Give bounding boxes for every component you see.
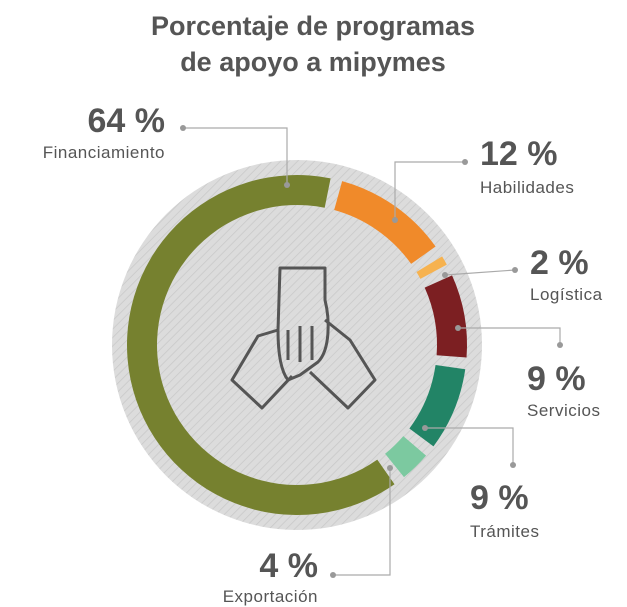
leader-dot — [455, 325, 461, 331]
category-label: Servicios — [527, 401, 600, 420]
leader-dot — [442, 272, 448, 278]
leader-dot — [392, 217, 398, 223]
leader-line — [333, 468, 391, 576]
leader-dot — [330, 572, 336, 578]
value-label: 9 % — [527, 360, 586, 398]
leader-dot — [512, 267, 518, 273]
leader-line — [425, 427, 514, 465]
leader-dot — [284, 182, 290, 188]
chart-title: Porcentaje de programas de apoyo a mipym… — [150, 11, 476, 77]
category-label: Habilidades — [480, 178, 574, 197]
value-label: 64 % — [88, 102, 166, 140]
leader-dot — [422, 425, 428, 431]
donut-segment — [385, 436, 427, 478]
background-circle — [112, 160, 482, 530]
value-label: 12 % — [480, 135, 558, 173]
category-label: Financiamiento — [43, 143, 165, 162]
category-label: Logística — [530, 285, 603, 304]
leader-dot — [180, 125, 186, 131]
donut-segment — [424, 275, 467, 358]
hands-icon — [230, 266, 377, 410]
leader-dot — [510, 462, 516, 468]
leader-line — [444, 269, 516, 276]
leader-dot — [557, 342, 563, 348]
value-label: 2 % — [530, 244, 589, 282]
leader-dot — [462, 159, 468, 165]
donut-segment — [416, 256, 447, 279]
value-label: 9 % — [470, 479, 529, 517]
leader-line — [458, 327, 561, 345]
leader-line — [183, 127, 288, 185]
category-label: Exportación — [223, 587, 318, 606]
value-label: 4 % — [259, 547, 318, 585]
category-label: Trámites — [470, 522, 540, 541]
donut-segment — [334, 181, 436, 264]
donut-segment — [127, 175, 395, 515]
leader-line — [394, 161, 465, 220]
leader-dot — [387, 465, 393, 471]
